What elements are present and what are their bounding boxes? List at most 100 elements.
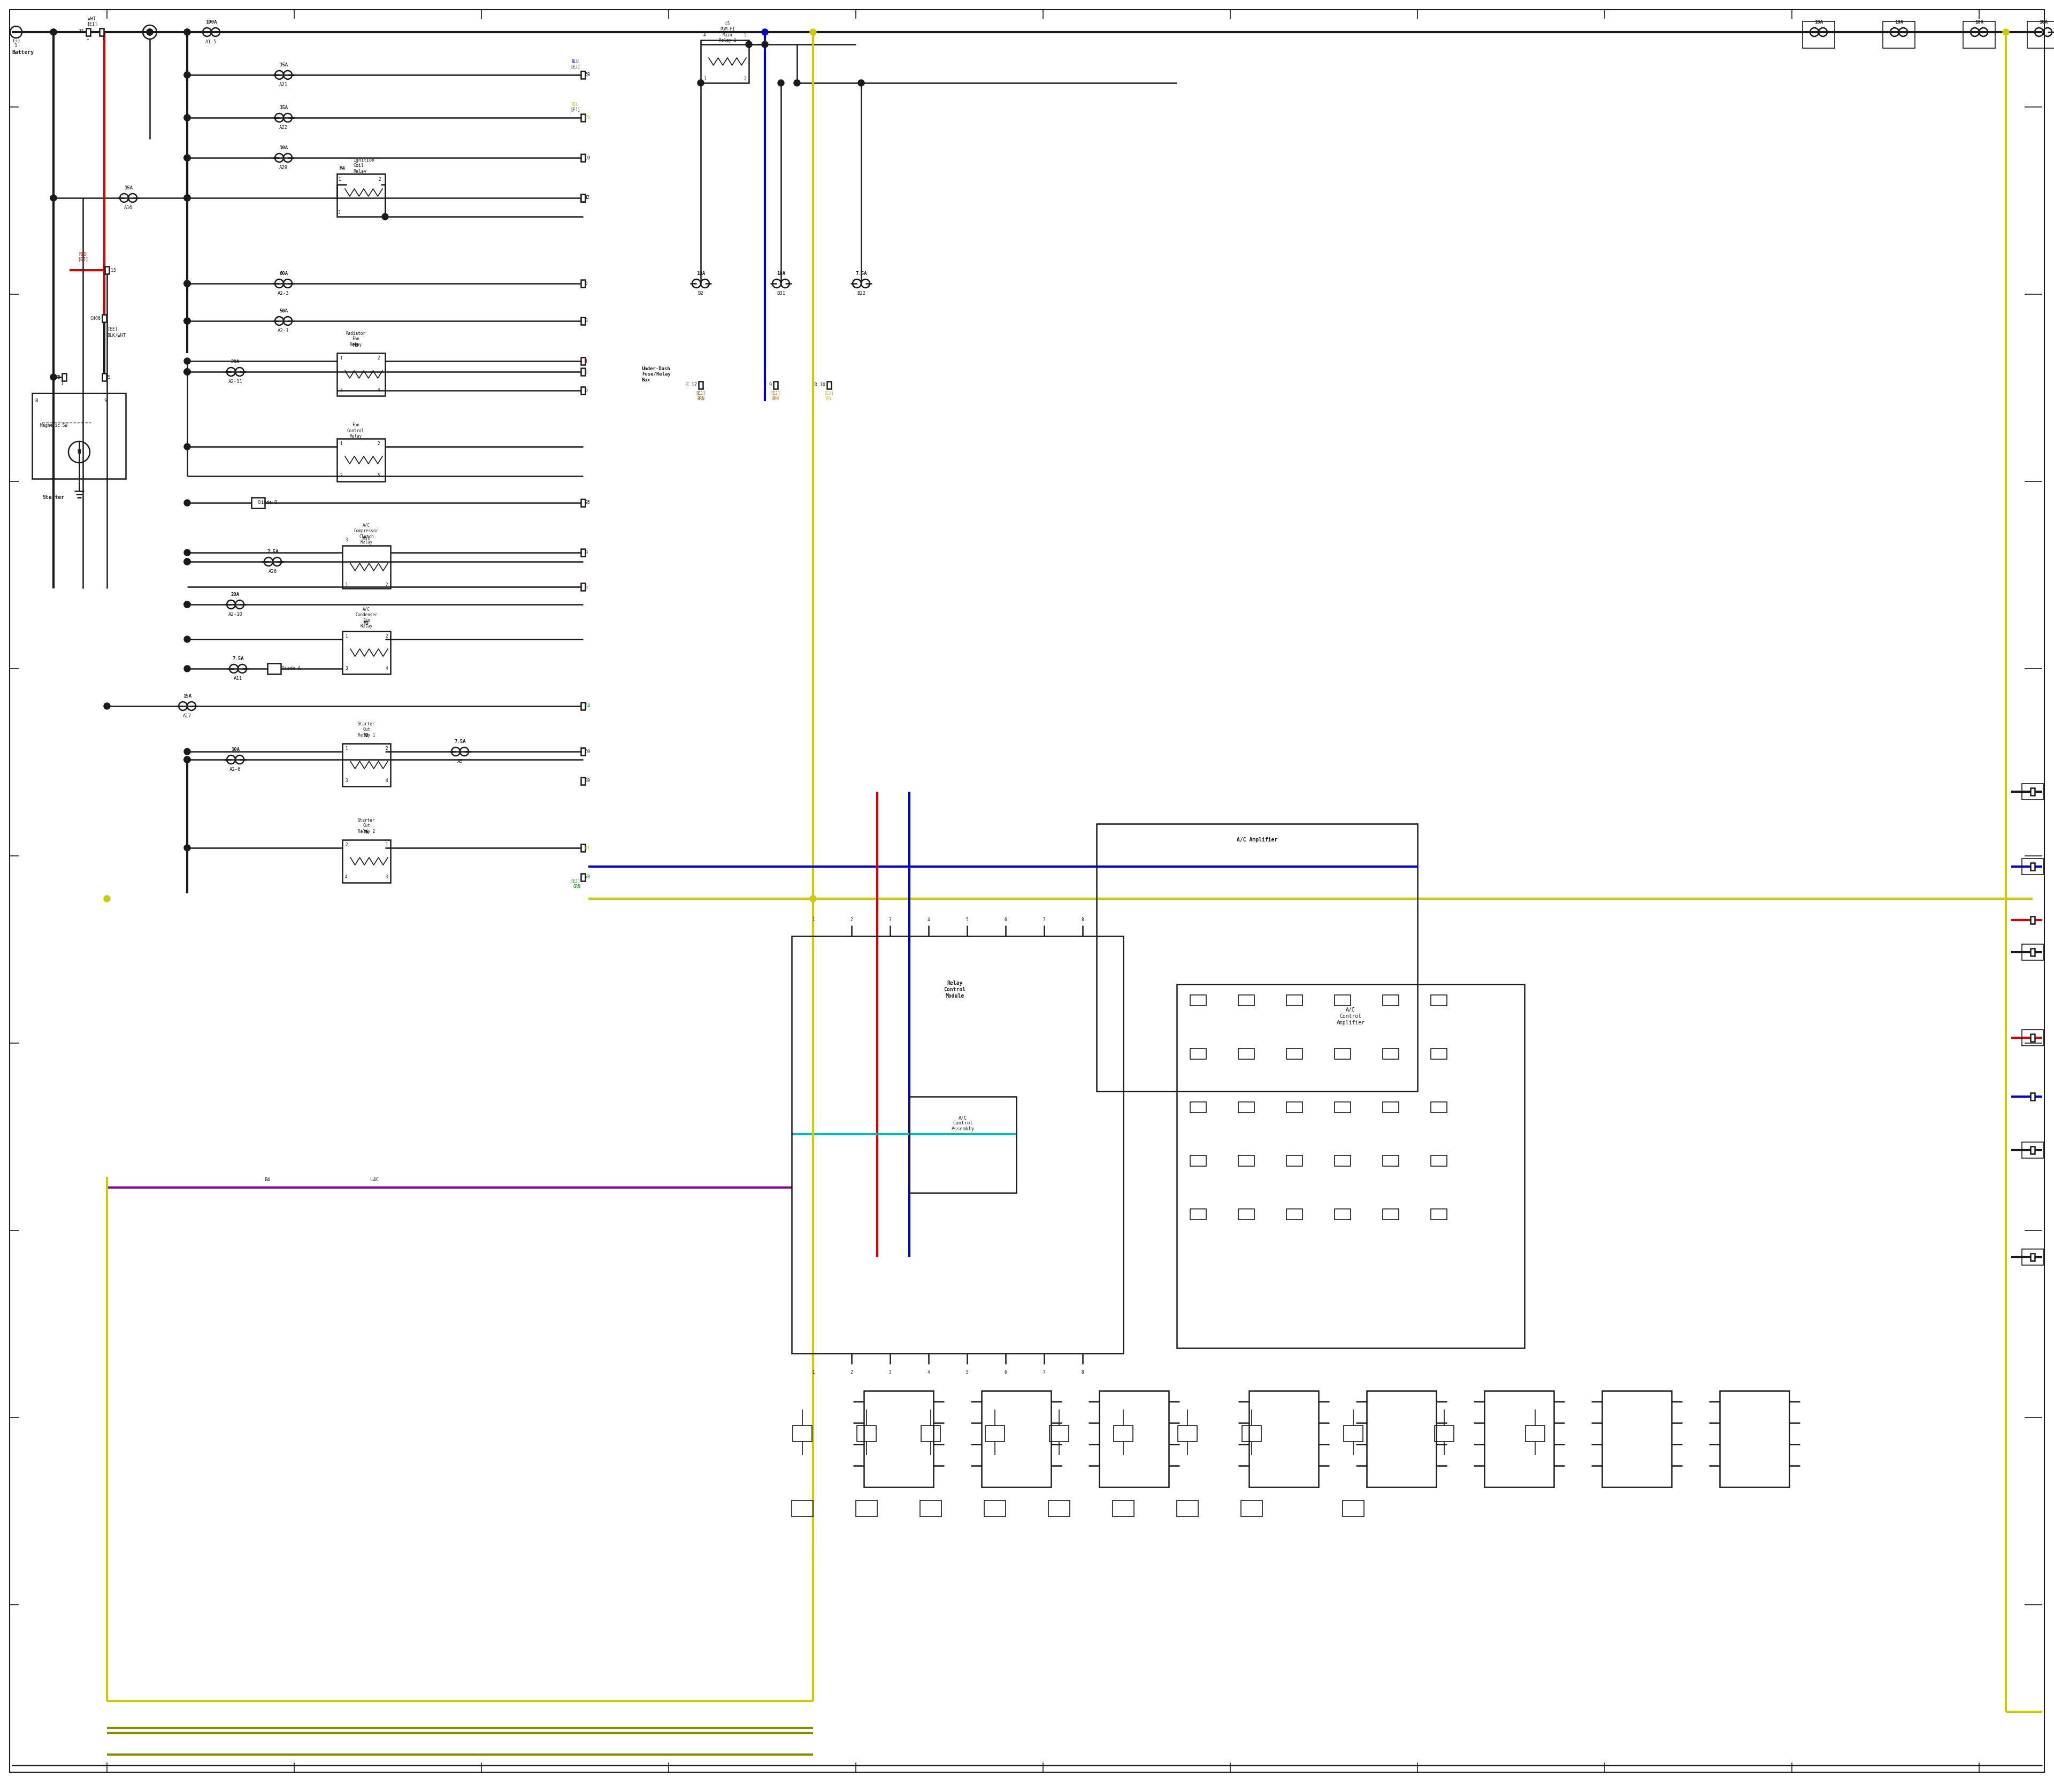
Circle shape — [185, 195, 191, 201]
Text: A/C
Control
Assembly: A/C Control Assembly — [951, 1115, 974, 1131]
Text: 95: 95 — [585, 500, 589, 505]
Circle shape — [105, 896, 111, 901]
Text: 3: 3 — [345, 667, 347, 670]
Circle shape — [698, 79, 705, 86]
Text: [EJ]
ORN: [EJ] ORN — [770, 391, 781, 401]
Text: B: B — [35, 400, 37, 403]
Text: A11: A11 — [234, 676, 242, 681]
Text: 15A: 15A — [123, 186, 134, 190]
Text: 3: 3 — [339, 473, 343, 478]
Text: Diode A: Diode A — [281, 667, 300, 670]
Text: Ignition
Coil
Relay: Ignition Coil Relay — [353, 158, 374, 174]
Circle shape — [809, 29, 815, 36]
Circle shape — [185, 29, 191, 36]
Bar — [986, 1426, 1004, 1441]
Bar — [774, 382, 778, 389]
Bar — [1249, 1391, 1319, 1487]
Bar — [581, 357, 585, 366]
Text: 1: 1 — [105, 382, 109, 385]
Text: 4: 4 — [702, 32, 707, 38]
Bar — [1189, 1156, 1206, 1167]
Bar — [581, 582, 585, 591]
Text: [EJ]: [EJ] — [571, 65, 579, 70]
Bar — [1432, 1102, 1446, 1113]
Circle shape — [185, 602, 191, 607]
Bar — [1335, 1156, 1352, 1167]
Circle shape — [185, 154, 191, 161]
Bar — [99, 29, 105, 36]
Bar — [698, 382, 702, 389]
Text: 1: 1 — [345, 747, 347, 751]
Text: L4C: L4C — [370, 1177, 378, 1183]
Text: RED: RED — [78, 251, 86, 256]
Text: S: S — [107, 375, 109, 380]
Circle shape — [382, 213, 388, 220]
Text: 2: 2 — [850, 918, 852, 923]
Bar — [581, 367, 585, 376]
Circle shape — [185, 443, 191, 450]
Text: C 9: C 9 — [764, 383, 772, 387]
Bar — [2021, 858, 2044, 874]
Text: 7.5A: 7.5A — [267, 550, 279, 554]
Text: M3: M3 — [364, 620, 370, 625]
Text: 2: 2 — [585, 369, 587, 375]
Text: 3: 3 — [889, 1369, 891, 1374]
Circle shape — [185, 559, 191, 564]
Bar — [2021, 1142, 2044, 1158]
Circle shape — [185, 749, 191, 754]
Circle shape — [185, 317, 191, 324]
Circle shape — [185, 500, 191, 505]
Bar — [1239, 995, 1255, 1005]
Circle shape — [185, 602, 191, 607]
Bar — [1526, 1426, 1545, 1441]
Text: C406: C406 — [90, 315, 101, 321]
Bar — [1432, 1210, 1446, 1220]
Bar — [1335, 1048, 1352, 1059]
Circle shape — [185, 280, 191, 287]
Bar — [2031, 1253, 2036, 1262]
Text: 2: 2 — [378, 357, 380, 360]
Text: 42: 42 — [585, 195, 589, 201]
Bar — [1382, 1210, 1399, 1220]
Text: B4: B4 — [265, 1177, 271, 1183]
Bar — [1113, 1500, 1134, 1516]
Circle shape — [49, 195, 58, 201]
Circle shape — [146, 29, 152, 36]
Text: 1: 1 — [386, 842, 388, 848]
Text: 1: 1 — [62, 382, 64, 385]
Text: Starter: Starter — [43, 495, 64, 500]
Text: 1: 1 — [339, 357, 343, 360]
Bar — [337, 439, 386, 482]
Text: 100A: 100A — [205, 20, 218, 25]
Text: 8: 8 — [1080, 918, 1085, 923]
Text: T4: T4 — [55, 375, 60, 380]
Text: 7.5A: 7.5A — [232, 656, 244, 661]
Bar — [2021, 1030, 2044, 1047]
Circle shape — [185, 317, 191, 324]
Circle shape — [49, 375, 58, 380]
Bar — [581, 194, 585, 202]
Text: 50A: 50A — [279, 308, 288, 314]
Text: 2: 2 — [386, 582, 388, 588]
Text: YEL: YEL — [571, 102, 579, 108]
Bar — [581, 72, 585, 79]
Circle shape — [185, 72, 191, 79]
Text: 10A: 10A — [1894, 20, 1904, 25]
Bar — [2031, 948, 2036, 955]
Text: 10A: 10A — [776, 271, 785, 276]
Bar — [103, 373, 107, 382]
Bar — [1485, 1391, 1555, 1487]
Text: A16: A16 — [123, 206, 134, 210]
Text: 10A: 10A — [1974, 20, 1984, 25]
Text: T1: T1 — [80, 30, 84, 34]
Bar — [581, 154, 585, 161]
Text: 3: 3 — [386, 874, 388, 880]
Bar — [581, 500, 585, 507]
Text: 1: 1 — [702, 77, 707, 82]
Bar — [1097, 824, 1417, 1091]
Text: A26: A26 — [269, 570, 277, 573]
Text: A5: A5 — [458, 760, 462, 763]
Bar — [343, 545, 390, 588]
Text: 60A: 60A — [279, 271, 288, 276]
Bar — [791, 1500, 813, 1516]
